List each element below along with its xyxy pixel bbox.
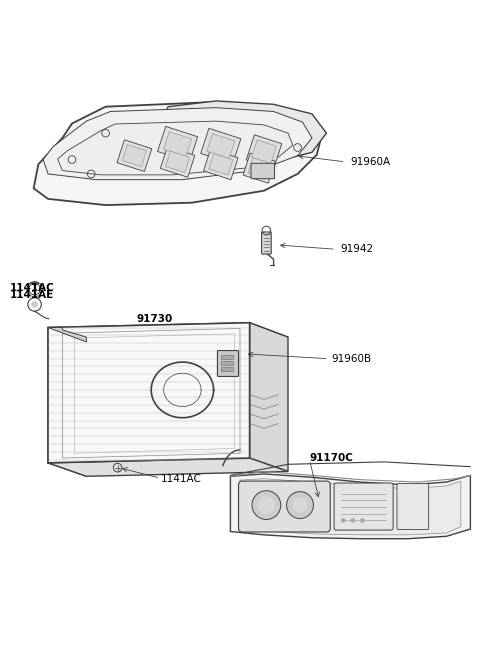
Polygon shape xyxy=(48,328,86,342)
Polygon shape xyxy=(48,323,250,463)
Text: 1141AC: 1141AC xyxy=(10,283,54,293)
FancyBboxPatch shape xyxy=(217,350,239,377)
FancyBboxPatch shape xyxy=(334,483,393,530)
Polygon shape xyxy=(164,132,192,157)
Polygon shape xyxy=(246,135,282,169)
FancyBboxPatch shape xyxy=(262,232,271,254)
Polygon shape xyxy=(122,145,146,167)
Text: 91730: 91730 xyxy=(137,314,173,324)
FancyBboxPatch shape xyxy=(397,483,429,530)
Circle shape xyxy=(292,497,308,513)
Text: 91960B: 91960B xyxy=(331,354,372,364)
Polygon shape xyxy=(204,149,238,179)
Polygon shape xyxy=(157,126,198,162)
Circle shape xyxy=(252,491,281,519)
Circle shape xyxy=(287,492,313,519)
Polygon shape xyxy=(166,151,190,173)
Circle shape xyxy=(31,301,38,308)
Text: 91170C: 91170C xyxy=(310,453,353,463)
Polygon shape xyxy=(154,101,326,165)
Bar xyxy=(221,361,233,365)
Polygon shape xyxy=(160,147,195,178)
FancyBboxPatch shape xyxy=(239,481,330,532)
Circle shape xyxy=(360,518,365,523)
Polygon shape xyxy=(48,328,86,476)
Polygon shape xyxy=(207,134,235,159)
Polygon shape xyxy=(209,153,233,175)
Polygon shape xyxy=(201,128,241,164)
Polygon shape xyxy=(240,479,461,535)
Polygon shape xyxy=(48,458,288,476)
Polygon shape xyxy=(34,102,322,205)
Circle shape xyxy=(341,518,346,523)
Bar xyxy=(221,367,233,371)
Circle shape xyxy=(350,518,355,523)
Polygon shape xyxy=(248,158,270,179)
FancyBboxPatch shape xyxy=(251,163,275,179)
Polygon shape xyxy=(250,323,288,472)
Text: 1141AC: 1141AC xyxy=(161,474,202,483)
Polygon shape xyxy=(230,474,470,538)
Polygon shape xyxy=(243,153,276,183)
Polygon shape xyxy=(48,323,288,342)
Polygon shape xyxy=(43,107,312,179)
Circle shape xyxy=(258,496,275,514)
Polygon shape xyxy=(252,140,276,164)
Text: 1141AE: 1141AE xyxy=(10,290,54,301)
Text: 91942: 91942 xyxy=(341,244,374,254)
Bar xyxy=(221,356,233,359)
Text: 91960A: 91960A xyxy=(350,157,391,167)
Polygon shape xyxy=(58,121,293,175)
Polygon shape xyxy=(117,140,152,172)
